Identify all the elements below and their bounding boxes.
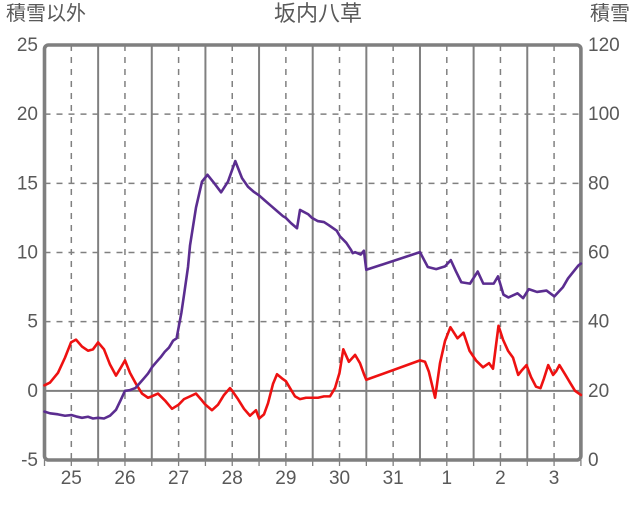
svg-text:80: 80 — [588, 173, 609, 194]
svg-text:40: 40 — [588, 312, 609, 333]
svg-text:27: 27 — [168, 468, 189, 489]
svg-text:29: 29 — [275, 468, 296, 489]
svg-text:5: 5 — [27, 312, 38, 333]
svg-text:25: 25 — [61, 468, 82, 489]
svg-text:20: 20 — [17, 104, 38, 125]
svg-text:15: 15 — [17, 173, 38, 194]
svg-text:26: 26 — [114, 468, 135, 489]
svg-text:100: 100 — [588, 104, 620, 125]
svg-text:1: 1 — [442, 468, 453, 489]
svg-text:坂内八草: 坂内八草 — [274, 1, 362, 26]
svg-text:0: 0 — [27, 381, 38, 402]
svg-text:積雪: 積雪 — [590, 2, 630, 25]
svg-text:0: 0 — [588, 450, 599, 471]
svg-text:3: 3 — [549, 468, 560, 489]
svg-text:30: 30 — [329, 468, 350, 489]
svg-text:積雪以外: 積雪以外 — [6, 2, 86, 25]
svg-text:-5: -5 — [21, 450, 38, 471]
svg-text:25: 25 — [17, 35, 38, 56]
svg-text:20: 20 — [588, 381, 609, 402]
svg-text:28: 28 — [222, 468, 243, 489]
svg-text:31: 31 — [383, 468, 404, 489]
svg-text:10: 10 — [17, 243, 38, 264]
svg-text:120: 120 — [588, 35, 620, 56]
svg-text:60: 60 — [588, 243, 609, 264]
svg-text:2: 2 — [495, 468, 506, 489]
